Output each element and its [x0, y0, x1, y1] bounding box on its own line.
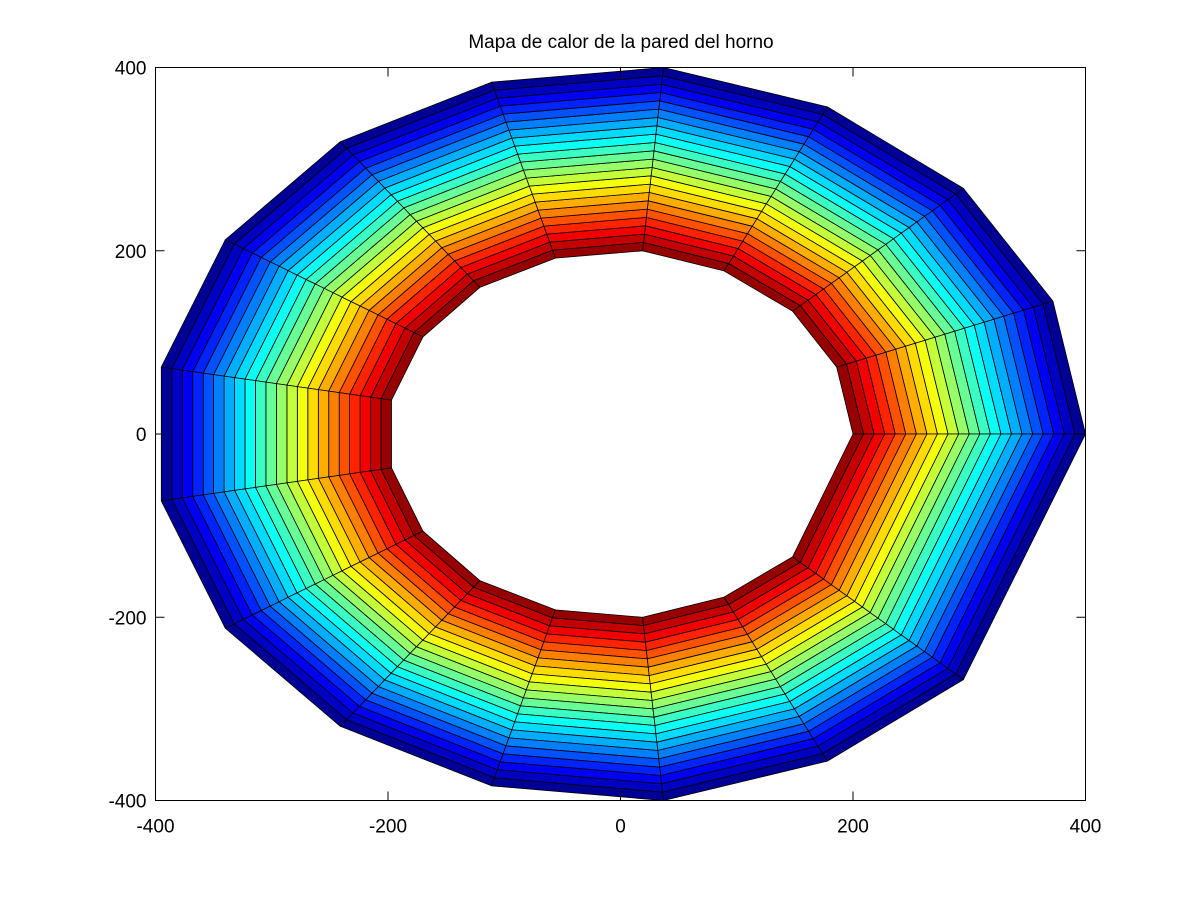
- mesh-cell: [328, 390, 340, 478]
- y-tick-label: 0: [136, 425, 147, 446]
- axis-ticks: [155, 67, 1086, 801]
- mesh-cell: [223, 375, 236, 493]
- x-tick-label: 0: [615, 817, 626, 838]
- mesh-cell: [265, 381, 277, 487]
- mesh-cell: [275, 383, 288, 485]
- wall-mesh: [160, 67, 1086, 801]
- mesh-cell: [192, 371, 204, 497]
- mesh-cell: [234, 377, 246, 491]
- mesh-cell: [338, 392, 351, 476]
- chart-title: Mapa de calor de la pared del horno: [468, 32, 773, 53]
- mesh-cell: [317, 389, 330, 479]
- mesh-cell: [349, 393, 361, 475]
- mesh-cell: [370, 396, 382, 472]
- mesh-cell: [202, 372, 215, 496]
- mesh-cell: [213, 374, 225, 494]
- y-tick-label: 200: [115, 242, 147, 263]
- x-tick-label: 200: [837, 817, 869, 838]
- mesh-cell: [255, 380, 267, 488]
- x-tick-label: -400: [136, 817, 174, 838]
- mesh-cell: [359, 395, 372, 473]
- mesh-cell: [244, 378, 256, 490]
- mesh-cell: [380, 398, 392, 470]
- axis-tick-labels: -400 -200 0 200 400 -400 -200 0 200 400: [108, 59, 1101, 838]
- mesh-cell: [286, 384, 298, 484]
- x-tick-label: 400: [1070, 817, 1102, 838]
- mesh-cell: [181, 369, 194, 499]
- mesh-cell: [171, 368, 183, 500]
- y-tick-label: 400: [115, 59, 147, 80]
- y-tick-label: -200: [108, 608, 146, 629]
- mesh-cell: [296, 386, 309, 482]
- mesh-cell: [307, 387, 319, 481]
- y-tick-label: -400: [108, 792, 146, 813]
- x-tick-label: -200: [369, 817, 407, 838]
